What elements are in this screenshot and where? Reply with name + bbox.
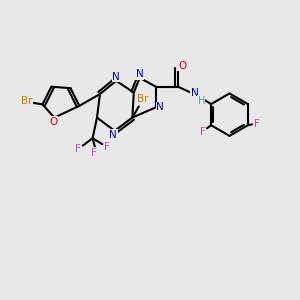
Text: F: F — [254, 119, 260, 129]
Text: N: N — [156, 102, 164, 112]
Text: N: N — [136, 69, 144, 79]
Text: O: O — [178, 61, 186, 71]
Text: N: N — [191, 88, 199, 98]
Text: O: O — [50, 117, 58, 127]
Text: F: F — [200, 127, 206, 137]
Text: F: F — [75, 143, 81, 154]
Text: F: F — [104, 142, 110, 152]
Text: N: N — [109, 130, 117, 140]
Text: Br: Br — [21, 96, 32, 106]
Text: Br: Br — [137, 94, 148, 104]
Text: F: F — [91, 148, 97, 158]
Text: N: N — [112, 72, 120, 82]
Text: H: H — [197, 95, 205, 106]
